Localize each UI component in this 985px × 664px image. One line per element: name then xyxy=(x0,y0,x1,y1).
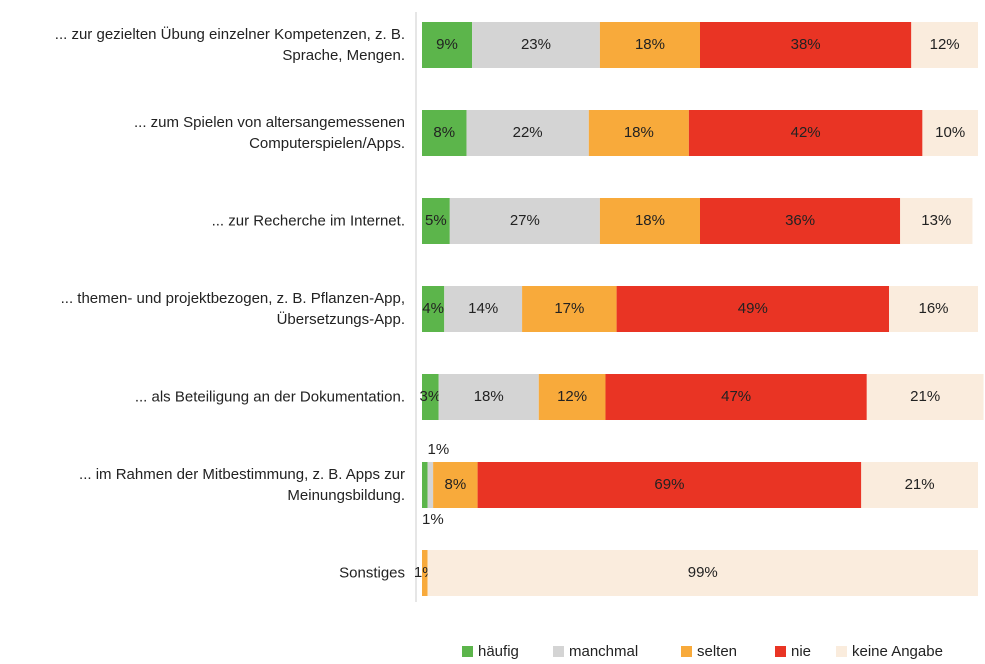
value-label: 22% xyxy=(513,124,543,141)
category-label: ... themen- und projektbezogen, z. B. Pf… xyxy=(60,290,405,328)
legend-swatch xyxy=(553,646,564,657)
bar-segment xyxy=(422,286,445,332)
bar-segment xyxy=(449,198,600,244)
category-label: ... zur gezielten Übung einzelner Kompet… xyxy=(54,26,405,64)
value-label: 10% xyxy=(935,124,965,141)
bar-segment xyxy=(427,462,434,508)
bar-segment xyxy=(438,374,539,420)
value-label: 18% xyxy=(635,212,665,229)
bar-segment xyxy=(866,374,984,420)
value-label: 17% xyxy=(554,300,584,317)
bar-segment xyxy=(422,374,439,420)
value-label: 99% xyxy=(688,564,718,581)
bar-segment xyxy=(588,110,689,156)
bar-segment xyxy=(599,198,700,244)
value-label: 21% xyxy=(910,388,940,405)
legend-label: keine Angabe xyxy=(852,643,943,660)
category-label: ... als Beteiligung an der Dokumentation… xyxy=(134,388,405,406)
bar-segment xyxy=(477,462,862,508)
bar-segment xyxy=(427,550,978,596)
bar-segment xyxy=(861,462,978,508)
legend-label: manchmal xyxy=(569,643,638,660)
value-label: 49% xyxy=(738,300,768,317)
bar-segment xyxy=(422,22,473,68)
value-label: 38% xyxy=(791,36,821,53)
bar-segment xyxy=(522,286,617,332)
legend-swatch xyxy=(681,646,692,657)
value-label: 5% xyxy=(425,212,447,229)
bar-segment xyxy=(472,22,600,68)
bar-segment xyxy=(700,22,912,68)
value-label: 18% xyxy=(635,36,665,53)
value-label: 3% xyxy=(419,388,441,405)
value-label: 1% xyxy=(422,511,444,528)
bar-segment xyxy=(900,198,973,244)
bar-segment xyxy=(688,110,923,156)
value-label: 12% xyxy=(930,36,960,53)
bar-segment xyxy=(599,22,700,68)
bar-segment xyxy=(911,22,978,68)
bar-segment xyxy=(922,110,978,156)
value-label: 14% xyxy=(468,300,498,317)
value-label: 18% xyxy=(474,388,504,405)
value-label: 23% xyxy=(521,36,551,53)
legend-label: häufig xyxy=(478,643,519,660)
bar-segment xyxy=(422,462,428,508)
value-label: 42% xyxy=(791,124,821,141)
bar-segment xyxy=(889,286,978,332)
category-label: ... zum Spielen von altersangemessenen C… xyxy=(134,114,405,152)
value-label: 9% xyxy=(436,36,458,53)
value-label: 8% xyxy=(445,476,467,493)
bar-segment xyxy=(422,110,467,156)
bar-segment xyxy=(422,198,450,244)
bar-segment xyxy=(538,374,606,420)
bar-segment xyxy=(444,286,523,332)
legend-label: nie xyxy=(791,643,811,660)
bar-segment xyxy=(422,550,428,596)
value-label: 47% xyxy=(721,388,751,405)
bar-segment xyxy=(616,286,890,332)
value-label: 36% xyxy=(785,212,815,229)
value-label: 13% xyxy=(921,212,951,229)
value-label: 21% xyxy=(905,476,935,493)
value-label: 18% xyxy=(624,124,654,141)
value-label: 27% xyxy=(510,212,540,229)
legend-swatch xyxy=(775,646,786,657)
legend-label: selten xyxy=(697,643,737,660)
legend-swatch xyxy=(462,646,473,657)
value-label: 1% xyxy=(428,441,450,458)
bar-segment xyxy=(433,462,478,508)
value-label: 69% xyxy=(654,476,684,493)
value-label: 8% xyxy=(433,124,455,141)
category-label: Sonstiges xyxy=(339,564,405,582)
category-label: ... zur Recherche im Internet. xyxy=(211,212,405,230)
category-label: ... im Rahmen der Mitbestimmung, z. B. A… xyxy=(79,466,405,504)
value-label: 12% xyxy=(557,388,587,405)
value-label: 4% xyxy=(422,300,444,317)
bar-segment xyxy=(700,198,901,244)
bar-segment xyxy=(466,110,589,156)
bar-segment xyxy=(605,374,867,420)
legend-swatch xyxy=(836,646,847,657)
value-label: 16% xyxy=(919,300,949,317)
